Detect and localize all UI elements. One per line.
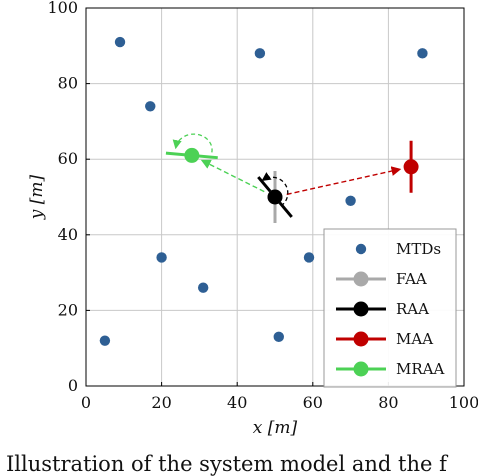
legend: MTDs FAA RAA MAA MRAA xyxy=(323,228,457,388)
legend-label-raa: RAA xyxy=(396,300,429,318)
y-tick-label: 40 xyxy=(58,225,78,244)
chart-svg: 0 20 40 60 80 100 0 20 40 60 80 100 MTDs FAA RAA MAA MR… xyxy=(27,0,478,438)
mtd-point xyxy=(345,195,356,206)
legend-label-mraa: MRAA xyxy=(396,360,444,378)
mtd-point xyxy=(114,36,126,48)
x-tick-label: 40 xyxy=(227,393,247,412)
array-center-mraa xyxy=(184,147,200,163)
y-tick-label: 20 xyxy=(58,300,78,319)
legend-label-faa: FAA xyxy=(396,270,427,288)
x-tick-label: 20 xyxy=(151,393,171,412)
y-tick-label: 60 xyxy=(58,149,78,168)
y-tick-label: 80 xyxy=(58,74,78,93)
x-tick-label: 60 xyxy=(303,393,323,412)
mtd-point xyxy=(156,252,167,263)
y-axis-label: y [m] xyxy=(27,174,47,220)
mtd-points xyxy=(99,36,428,346)
plot-frame xyxy=(85,7,465,387)
mtd-point xyxy=(99,335,111,346)
array-center-maa xyxy=(403,159,419,175)
array-center-raa xyxy=(267,189,283,205)
legend-label-mtd: MTDs xyxy=(396,240,441,258)
movement-arrows xyxy=(200,159,402,196)
x-tick-label: 0 xyxy=(81,393,91,412)
mtd-point xyxy=(197,282,209,293)
legend-marker-maa xyxy=(353,331,369,347)
y-tick-label: 100 xyxy=(47,0,78,17)
y-tick-label: 0 xyxy=(68,376,78,395)
x-tick-label: 100 xyxy=(449,393,478,412)
rotation-arrow-raa xyxy=(261,172,289,207)
movement-arrow-maa xyxy=(286,166,402,196)
legend-marker-mraa xyxy=(353,361,369,377)
legend-marker-raa xyxy=(353,301,369,317)
axis-ticks: 0 20 40 60 80 100 0 20 40 60 80 100 xyxy=(47,0,478,412)
mtd-point xyxy=(145,101,156,112)
figure-caption: Illustration of the system model and the… xyxy=(6,452,447,476)
x-axis-label: x [m] xyxy=(253,418,298,438)
antenna-arrays xyxy=(165,133,419,223)
mtd-point xyxy=(273,331,284,343)
x-tick-label: 80 xyxy=(378,393,398,412)
movement-arrow-mraa xyxy=(200,159,265,193)
mtd-point xyxy=(417,48,428,59)
legend-marker-mtd xyxy=(355,243,367,255)
legend-marker-faa xyxy=(353,271,369,287)
legend-label-maa: MAA xyxy=(396,330,433,348)
mtd-point xyxy=(303,252,315,263)
mtd-point xyxy=(254,48,266,59)
